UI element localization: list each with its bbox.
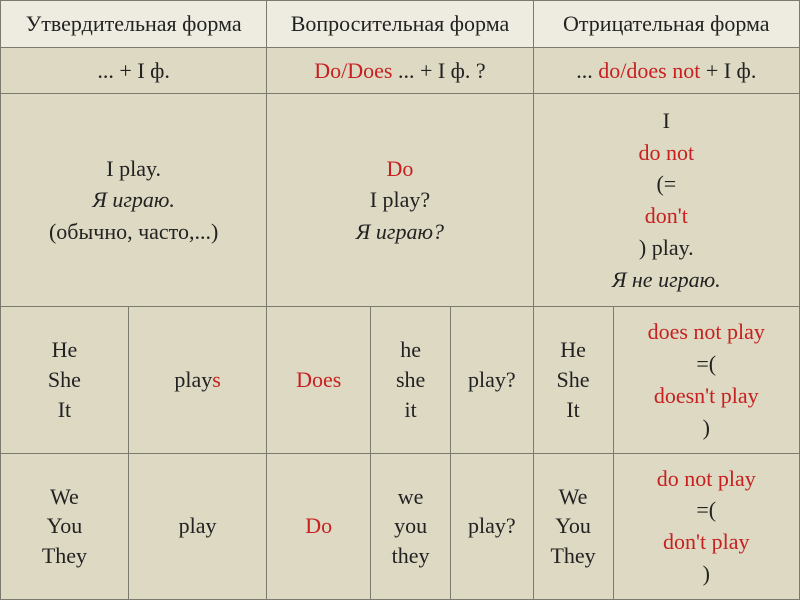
rule-neg-aux: do/does not <box>598 58 700 83</box>
grammar-table: Утвердительная форма Вопросительная форм… <box>0 0 800 600</box>
pron-they: They <box>5 541 124 571</box>
cell-pl-q-subj: we you they <box>371 453 451 599</box>
rule-negative: ... do/does not + I ф. <box>533 47 799 94</box>
neg-pl-l1: do not play <box>618 463 796 495</box>
ex-i-q-aux: Do <box>271 153 528 185</box>
pron-he: He <box>5 335 124 365</box>
cell-3sg-neg-subj: He She It <box>533 307 613 453</box>
header-negative: Отрицательная форма <box>533 1 799 48</box>
cell-3sg-q-aux: Does <box>267 307 371 453</box>
aff-3sg-s: s <box>212 367 221 392</box>
rule-q-aux: Do/Does <box>314 58 392 83</box>
pron-we-l: we <box>375 482 446 512</box>
ex-i-q-rest: I play? <box>271 184 528 216</box>
pron-she-l: she <box>375 365 446 395</box>
ex-i-neg-tr: Я не играю. <box>538 264 795 296</box>
q-pl-aux: Do <box>305 513 332 538</box>
cell-3sg-neg-verb: does not play =(doesn't play) <box>613 307 800 453</box>
ex-i-neg-aux: do not <box>538 137 795 169</box>
neg-3sg-cl: ) <box>618 412 796 444</box>
header-affirmative: Утвердительная форма <box>1 1 267 48</box>
ex-i-aff-l2: Я играю. <box>5 184 262 216</box>
ex-i-aff-l3: (обычно, часто,...) <box>5 216 262 248</box>
ex-i-neg-p3: ) play. <box>538 232 795 264</box>
pron-she-n: She <box>538 365 609 395</box>
neg-3sg-l2: doesn't play <box>618 380 796 412</box>
pron-she: She <box>5 365 124 395</box>
ex-i-neg-p1: I <box>538 105 795 137</box>
pron-we: We <box>5 482 124 512</box>
rule-affirmative: ... + I ф. <box>1 47 267 94</box>
cell-pl-neg-subj: We You They <box>533 453 613 599</box>
neg-pl-l2: don't play <box>618 526 796 558</box>
ex-i-q: Do I play? Я играю? <box>267 94 533 307</box>
rule-neg-pre: ... <box>576 58 598 83</box>
ex-i-neg: I do not (=don't) play. Я не играю. <box>533 94 799 307</box>
ex-i-neg-aux2: don't <box>538 200 795 232</box>
cell-pl-aff-verb: play <box>128 453 266 599</box>
pron-he-l: he <box>375 335 446 365</box>
cell-pl-neg-verb: do not play =(don't play) <box>613 453 800 599</box>
cell-pl-q-verb: play? <box>451 453 534 599</box>
cell-pl-subj-aff: We You They <box>1 453 129 599</box>
pron-you-l: you <box>375 511 446 541</box>
cell-3sg-q-subj: he she it <box>371 307 451 453</box>
ex-i-neg-p2: (= <box>538 168 795 200</box>
cell-pl-q-aux: Do <box>267 453 371 599</box>
pron-we-n: We <box>538 482 609 512</box>
ex-i-aff: I play. Я играю. (обычно, часто,...) <box>1 94 267 307</box>
pron-they-l: they <box>375 541 446 571</box>
pron-they-n: They <box>538 541 609 571</box>
rule-q-rest: ... + I ф. ? <box>392 58 485 83</box>
aff-3sg-stem: play <box>174 367 212 392</box>
cell-3sg-q-verb: play? <box>451 307 534 453</box>
rule-question: Do/Does ... + I ф. ? <box>267 47 533 94</box>
pron-you-n: You <box>538 511 609 541</box>
rule-neg-rest: + I ф. <box>700 58 756 83</box>
cell-3sg-subj-aff: He She It <box>1 307 129 453</box>
ex-i-q-tr: Я играю? <box>271 216 528 248</box>
pron-he-n: He <box>538 335 609 365</box>
pron-it: It <box>5 395 124 425</box>
neg-pl-cl: ) <box>618 558 796 590</box>
ex-i-aff-l1: I play. <box>5 153 262 185</box>
cell-3sg-aff-verb: plays <box>128 307 266 453</box>
neg-3sg-eq: =( <box>618 348 796 380</box>
pron-it-n: It <box>538 395 609 425</box>
pron-it-l: it <box>375 395 446 425</box>
neg-pl-eq: =( <box>618 494 796 526</box>
q-3sg-aux: Does <box>296 367 341 392</box>
pron-you: You <box>5 511 124 541</box>
neg-3sg-l1: does not play <box>618 316 796 348</box>
header-question: Вопросительная форма <box>267 1 533 48</box>
